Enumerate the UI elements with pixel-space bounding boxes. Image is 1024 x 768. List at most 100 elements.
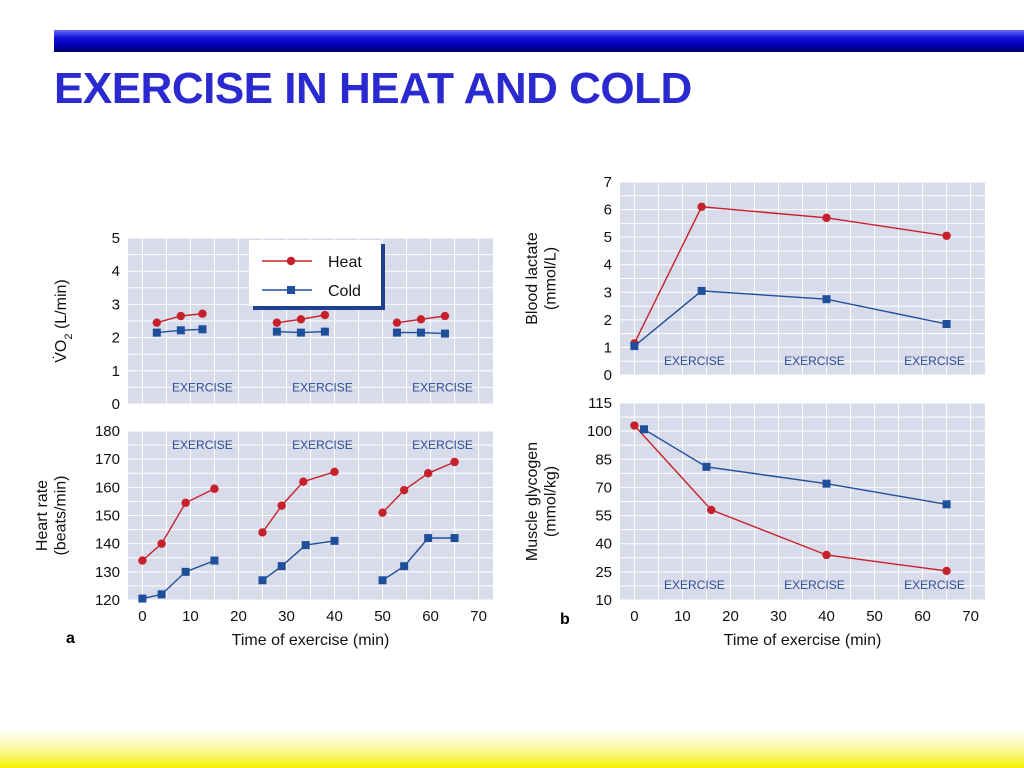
- y-tick-label: 4: [604, 257, 612, 274]
- cold-data-point: [822, 295, 831, 304]
- y-tick-label: 55: [595, 508, 612, 525]
- exercise-annotation: EXERCISE: [412, 438, 473, 452]
- cold-data-point: [138, 594, 147, 603]
- heat-series-line: [381, 461, 455, 514]
- x-tick-label: 10: [182, 608, 199, 625]
- cold-data-point: [416, 328, 425, 337]
- y-tick-label: 2: [604, 312, 612, 329]
- y-axis-label-line: Blood lactate: [524, 232, 541, 325]
- cold-data-point: [198, 325, 207, 334]
- heat-data-point: [822, 550, 831, 560]
- cold-data-point: [702, 462, 711, 471]
- exercise-annotation: EXERCISE: [172, 438, 233, 452]
- exercise-annotation: EXERCISE: [904, 354, 965, 368]
- legend-cold-label: Cold: [328, 283, 361, 300]
- cold-data-point: [272, 327, 281, 336]
- heat-data-point: [176, 311, 186, 321]
- cold-series-line: [633, 290, 947, 347]
- y-tick-label: 5: [112, 230, 120, 247]
- y-tick-label: 140: [95, 536, 120, 553]
- cold-data-point: [392, 328, 401, 337]
- heat-data-point: [210, 484, 219, 493]
- y-axis-label-line: Muscle glycogen: [524, 442, 541, 561]
- y-tick-label: 4: [112, 263, 120, 280]
- y-axis-label: Heart rate(beats/min): [34, 475, 69, 555]
- y-tick-label: 170: [95, 451, 120, 468]
- cold-data-point: [400, 562, 409, 571]
- heat-data-point: [330, 467, 339, 477]
- legend-box: [249, 240, 381, 306]
- exercise-annotation: EXERCISE: [292, 380, 353, 394]
- page-title: EXERCISE IN HEAT AND COLD: [54, 64, 692, 113]
- y-tick-label: 160: [95, 479, 120, 496]
- heat-data-point: [630, 421, 639, 430]
- x-tick-label: 20: [722, 608, 739, 625]
- y-tick-label: 85: [595, 451, 612, 468]
- y-axis-label-line: Heart rate: [34, 480, 51, 551]
- x-tick-label: 10: [674, 608, 691, 625]
- y-tick-label: 100: [587, 423, 612, 440]
- y-tick-label: 3: [112, 296, 120, 313]
- x-tick-label: 30: [770, 608, 787, 625]
- cold-data-point: [330, 536, 339, 545]
- heat-data-point: [707, 505, 716, 515]
- heat-series-line: [633, 206, 947, 344]
- y-tick-label: 40: [595, 536, 612, 553]
- cold-data-point: [320, 327, 329, 336]
- y-tick-label: 1: [604, 339, 612, 356]
- y-axis-label-line: (mmol/L): [543, 247, 560, 310]
- legend-cold-marker: [287, 286, 295, 294]
- heat-series-line: [633, 425, 947, 572]
- heat-data-point: [697, 202, 706, 212]
- x-tick-label: 0: [138, 608, 146, 625]
- heat-data-point: [399, 485, 409, 495]
- y-tick-label: 6: [604, 202, 612, 219]
- heat-data-point: [157, 539, 166, 548]
- heat-data-point: [440, 311, 450, 321]
- heat-data-point: [822, 213, 831, 223]
- y-tick-label: 70: [595, 479, 612, 496]
- exercise-annotation: EXERCISE: [784, 578, 845, 592]
- cold-data-point: [378, 576, 387, 585]
- y-axis-label-part: V̇O: [52, 340, 70, 363]
- x-tick-label: 50: [374, 608, 391, 625]
- cold-data-point: [697, 286, 706, 295]
- legend-heat-marker: [286, 256, 296, 266]
- y-tick-label: 1: [112, 363, 120, 380]
- y-tick-label: 180: [95, 423, 120, 440]
- bottom-decorative-bar: [0, 728, 1024, 768]
- x-tick-label: 40: [818, 608, 835, 625]
- heat-data-point: [378, 508, 387, 517]
- exercise-annotation: EXERCISE: [664, 578, 725, 592]
- heat-series-line: [261, 471, 335, 533]
- exercise-annotation: EXERCISE: [784, 354, 845, 368]
- cold-data-point: [258, 576, 267, 585]
- heat-data-point: [320, 310, 330, 320]
- cold-data-point: [424, 534, 433, 543]
- cold-data-point: [440, 329, 449, 338]
- exercise-annotation: EXERCISE: [664, 354, 725, 368]
- y-tick-label: 25: [595, 564, 612, 581]
- heat-data-point: [181, 498, 190, 508]
- heat-data-point: [416, 315, 426, 324]
- y-axis-label-part: (L/min): [53, 279, 70, 333]
- y-tick-label: 120: [95, 592, 120, 609]
- y-tick-label: 0: [112, 396, 120, 413]
- heat-series-line: [141, 488, 215, 562]
- heat-data-point: [277, 501, 286, 510]
- exercise-annotation: EXERCISE: [172, 380, 233, 394]
- legend: Heat Cold: [249, 240, 385, 310]
- cold-data-point: [301, 541, 310, 550]
- x-tick-label: 0: [630, 608, 638, 625]
- y-tick-label: 3: [604, 284, 612, 301]
- exercise-annotation: EXERCISE: [412, 380, 473, 394]
- exercise-annotation: EXERCISE: [904, 578, 965, 592]
- cold-data-point: [296, 328, 305, 337]
- legend-heat-label: Heat: [328, 254, 362, 271]
- cold-series-line: [142, 559, 215, 600]
- cold-series-line: [643, 428, 947, 505]
- heat-data-point: [152, 318, 162, 327]
- x-tick-label: 50: [866, 608, 883, 625]
- y-axis-label: Blood lactate(mmol/L): [524, 232, 559, 325]
